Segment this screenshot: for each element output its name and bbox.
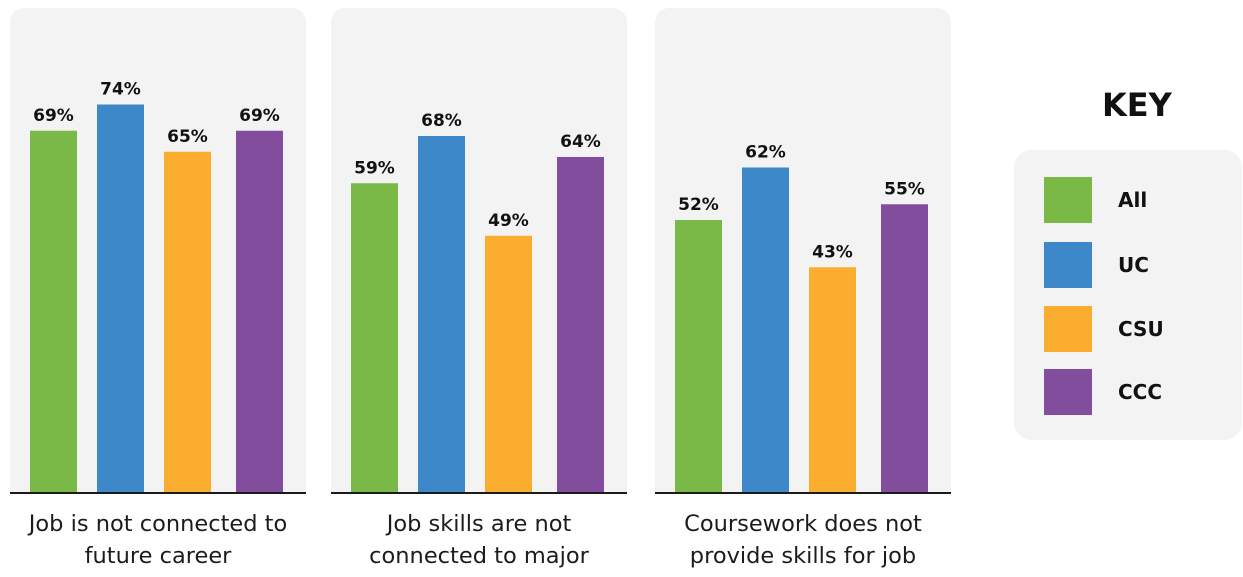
bar-value-label: 55% — [884, 179, 925, 199]
bar-chart-svg: 59% 68% 49% 64% — [351, 111, 604, 493]
bar-uc — [97, 104, 144, 493]
legend-swatch — [1044, 177, 1092, 223]
caption-line: Job is not connected to — [28, 511, 288, 537]
legend-swatch — [1044, 306, 1092, 352]
chart-panel-job-not-connected: 69% 74% 65% 69% — [10, 8, 306, 494]
bar-value-label: 74% — [100, 80, 141, 100]
legend-swatch — [1044, 242, 1092, 288]
caption-line: future career — [84, 543, 232, 569]
bar-csu — [809, 267, 856, 493]
bar-csu — [485, 235, 532, 493]
legend-item-ccc: CCC — [1044, 369, 1162, 415]
caption-line: connected to major — [369, 543, 589, 569]
bar-ccc — [557, 157, 604, 493]
legend-title: KEY — [1102, 86, 1172, 124]
bar-ccc — [236, 130, 283, 493]
bar-all — [30, 130, 77, 493]
chart-caption: Job skills are not connected to major — [319, 508, 639, 572]
legend-swatch — [1044, 369, 1092, 415]
bar-value-label: 69% — [239, 106, 280, 126]
x-axis-baseline — [655, 492, 951, 494]
x-axis-baseline — [331, 492, 627, 494]
legend: All UC CSU CCC — [1014, 150, 1242, 440]
bar-value-label: 49% — [488, 211, 529, 231]
bar-value-label: 65% — [167, 127, 208, 147]
legend-item-csu: CSU — [1044, 306, 1164, 352]
bar-value-label: 62% — [745, 143, 786, 163]
legend-item-all: All — [1044, 177, 1147, 223]
bar-uc — [418, 136, 465, 493]
legend-item-uc: UC — [1044, 242, 1149, 288]
chart-panel-skills-not-connected: 59% 68% 49% 64% — [331, 8, 627, 494]
legend-label: CSU — [1118, 317, 1164, 341]
bar-chart-svg: 52% 62% 43% 55% — [675, 143, 928, 493]
x-axis-baseline — [10, 492, 306, 494]
bar-all — [351, 183, 398, 493]
legend-label: All — [1118, 188, 1148, 212]
chart-caption: Coursework does not provide skills for j… — [643, 508, 963, 572]
caption-line: Coursework does not — [684, 511, 922, 537]
caption-line: Job skills are not — [386, 511, 572, 537]
caption-line: provide skills for job — [689, 543, 917, 569]
chart-caption: Job is not connected to future career — [0, 508, 318, 572]
bar-chart-svg: 69% 74% 65% 69% — [30, 80, 283, 493]
bar-value-label: 59% — [354, 158, 395, 178]
bar-value-label: 52% — [678, 195, 719, 215]
legend-label: UC — [1118, 253, 1149, 277]
legend-label: CCC — [1118, 380, 1163, 404]
bar-value-label: 43% — [812, 242, 853, 262]
bar-ccc — [881, 204, 928, 493]
chart-panel-coursework: 52% 62% 43% 55% — [655, 8, 951, 494]
bar-csu — [164, 151, 211, 493]
bar-value-label: 69% — [33, 106, 74, 126]
bar-uc — [742, 167, 789, 493]
bar-value-label: 64% — [560, 132, 601, 152]
bar-all — [675, 220, 722, 493]
bar-value-label: 68% — [421, 111, 462, 131]
